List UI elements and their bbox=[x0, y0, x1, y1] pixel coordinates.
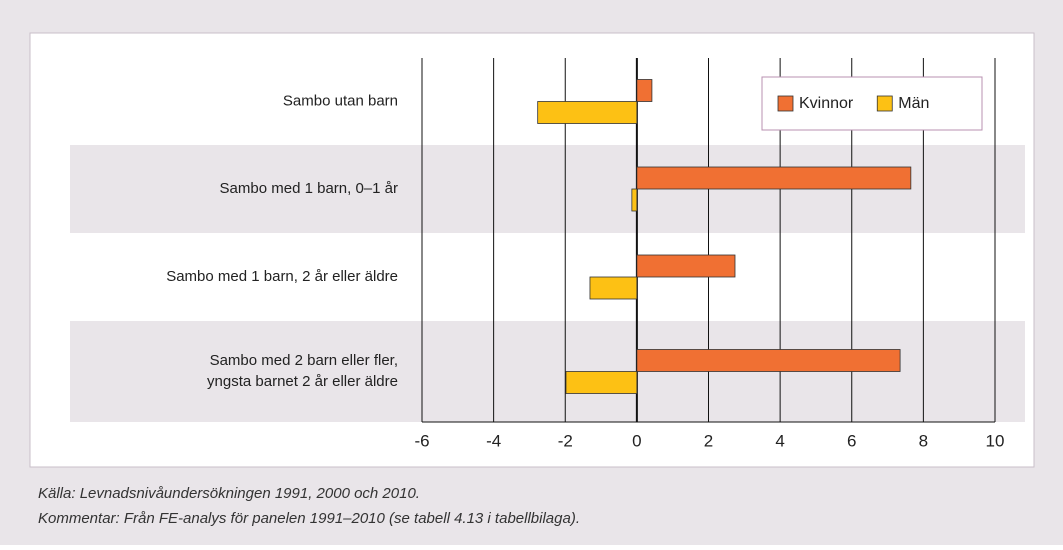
bar bbox=[636, 349, 901, 372]
bar bbox=[565, 371, 638, 394]
legend-swatch bbox=[876, 95, 893, 112]
x-tick-label: 8 bbox=[919, 431, 928, 450]
legend-label: Kvinnor bbox=[799, 95, 854, 112]
legend-box bbox=[761, 76, 983, 131]
bar bbox=[537, 101, 638, 124]
x-tick-label: -4 bbox=[486, 431, 501, 450]
legend-swatch bbox=[777, 95, 794, 112]
x-tick-label: 2 bbox=[704, 431, 713, 450]
x-tick-label: 10 bbox=[986, 431, 1005, 450]
category-label: Sambo utan barn bbox=[283, 92, 398, 109]
category-label: Sambo med 1 barn, 2 år eller äldre bbox=[166, 268, 398, 285]
bar bbox=[636, 79, 653, 102]
bar bbox=[631, 188, 638, 212]
bar bbox=[636, 166, 912, 190]
category-label: Sambo med 2 barn eller fler, yngsta barne… bbox=[207, 352, 398, 390]
x-tick-label: 6 bbox=[847, 431, 856, 450]
x-tick-label: -2 bbox=[558, 431, 573, 450]
bar bbox=[589, 276, 638, 300]
bar bbox=[636, 254, 736, 278]
x-tick-label: 4 bbox=[775, 431, 784, 450]
category-label: Sambo med 1 barn, 0–1 år bbox=[220, 180, 398, 197]
comment-note: Kommentar: Från FE-analys för panelen 19… bbox=[38, 510, 580, 527]
legend-label: Män bbox=[898, 95, 929, 112]
x-tick-label: 0 bbox=[632, 431, 641, 450]
source-note: Källa: Levnadsnivåundersökningen 1991, 2… bbox=[38, 485, 420, 502]
x-tick-label: -6 bbox=[414, 431, 429, 450]
